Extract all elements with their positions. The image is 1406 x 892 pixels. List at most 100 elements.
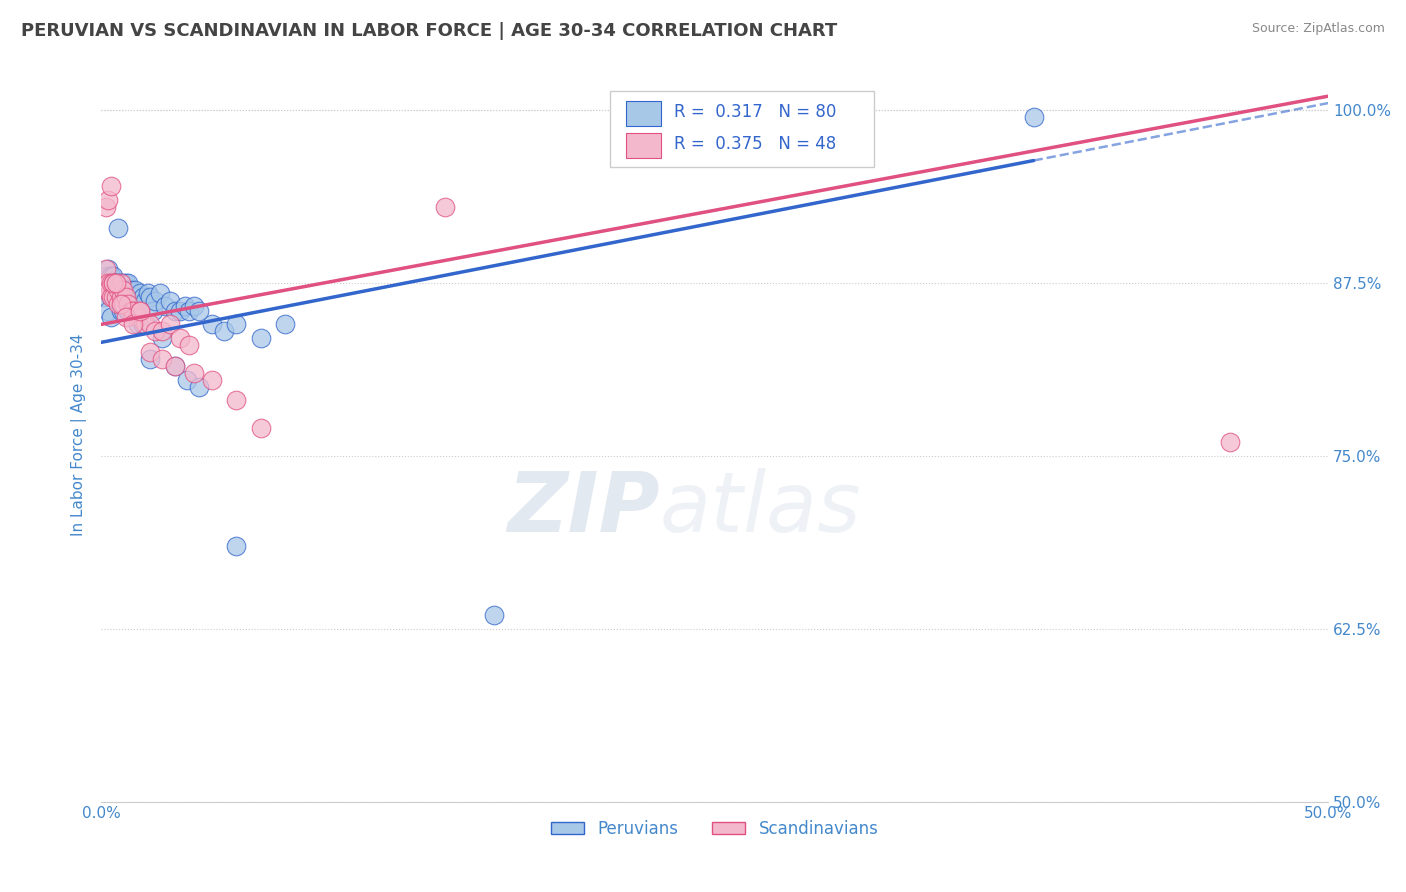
FancyBboxPatch shape — [610, 90, 875, 168]
Point — [122, 303, 145, 318]
Point — [139, 318, 162, 332]
Y-axis label: In Labor Force | Age 30-34: In Labor Force | Age 30-34 — [72, 334, 87, 536]
Point — [104, 276, 127, 290]
Point — [103, 276, 125, 290]
Point — [100, 310, 122, 325]
Point — [110, 283, 132, 297]
Point — [112, 283, 135, 297]
Point — [103, 290, 125, 304]
Text: Source: ZipAtlas.com: Source: ZipAtlas.com — [1251, 22, 1385, 36]
Point — [183, 300, 205, 314]
Point — [127, 310, 149, 325]
Point — [103, 283, 125, 297]
Point — [152, 351, 174, 366]
Text: R =  0.317   N = 80: R = 0.317 N = 80 — [673, 103, 837, 120]
Point — [114, 276, 136, 290]
Point — [129, 285, 152, 300]
Point — [103, 276, 125, 290]
Point — [183, 366, 205, 380]
Point — [110, 296, 132, 310]
Point — [120, 283, 142, 297]
Legend: Peruvians, Scandinavians: Peruvians, Scandinavians — [544, 814, 884, 845]
Point — [103, 276, 125, 290]
Point — [100, 290, 122, 304]
Bar — [626, 101, 661, 126]
Point — [114, 296, 136, 310]
Point — [225, 318, 247, 332]
Point — [212, 324, 235, 338]
Point — [112, 283, 135, 297]
Point — [94, 268, 117, 283]
Point — [94, 276, 117, 290]
Point — [176, 373, 198, 387]
Point — [188, 379, 211, 393]
Point — [1219, 434, 1241, 449]
Point — [97, 283, 120, 297]
Point — [249, 421, 271, 435]
Point — [169, 331, 191, 345]
Point — [134, 318, 156, 332]
Point — [139, 345, 162, 359]
Point — [120, 285, 142, 300]
Point — [122, 290, 145, 304]
Point — [163, 359, 186, 373]
Point — [94, 262, 117, 277]
Point — [114, 310, 136, 325]
Point — [173, 300, 195, 314]
Point — [114, 290, 136, 304]
Point — [1022, 110, 1045, 124]
Point — [93, 276, 115, 290]
Point — [225, 393, 247, 408]
Point — [129, 303, 152, 318]
Point — [114, 283, 136, 297]
Point — [100, 268, 122, 283]
Point — [127, 293, 149, 308]
Point — [163, 359, 186, 373]
Point — [274, 318, 297, 332]
Point — [112, 276, 135, 290]
Point — [225, 539, 247, 553]
Point — [100, 179, 122, 194]
Point — [97, 262, 120, 277]
Point — [117, 296, 139, 310]
Bar — [626, 133, 661, 158]
Point — [188, 303, 211, 318]
Point — [94, 283, 117, 297]
Point — [179, 303, 201, 318]
Point — [169, 303, 191, 318]
Point — [110, 276, 132, 290]
Point — [482, 607, 505, 622]
Point — [107, 220, 129, 235]
Point — [179, 338, 201, 352]
Point — [107, 276, 129, 290]
Point — [129, 303, 152, 318]
Point — [152, 324, 174, 338]
Point — [104, 290, 127, 304]
Point — [163, 303, 186, 318]
Point — [107, 283, 129, 297]
Point — [114, 290, 136, 304]
Point — [136, 285, 159, 300]
Point — [107, 290, 129, 304]
Point — [97, 276, 120, 290]
Point — [103, 276, 125, 290]
Point — [100, 276, 122, 290]
Point — [94, 283, 117, 297]
Point — [100, 276, 122, 290]
Point — [104, 276, 127, 290]
Point — [112, 290, 135, 304]
Point — [143, 324, 166, 338]
Point — [103, 268, 125, 283]
Point — [100, 276, 122, 290]
Text: atlas: atlas — [659, 467, 860, 549]
Point — [104, 290, 127, 304]
Point — [110, 303, 132, 318]
Point — [103, 276, 125, 290]
Point — [132, 318, 155, 332]
Text: PERUVIAN VS SCANDINAVIAN IN LABOR FORCE | AGE 30-34 CORRELATION CHART: PERUVIAN VS SCANDINAVIAN IN LABOR FORCE … — [21, 22, 838, 40]
Point — [153, 300, 176, 314]
Point — [152, 331, 174, 345]
Point — [112, 296, 135, 310]
Point — [200, 318, 222, 332]
Point — [97, 193, 120, 207]
